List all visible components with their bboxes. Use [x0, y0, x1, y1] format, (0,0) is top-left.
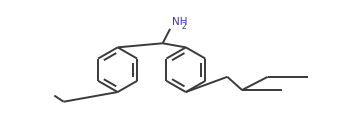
- Text: 2: 2: [181, 22, 186, 31]
- Text: NH: NH: [172, 17, 187, 27]
